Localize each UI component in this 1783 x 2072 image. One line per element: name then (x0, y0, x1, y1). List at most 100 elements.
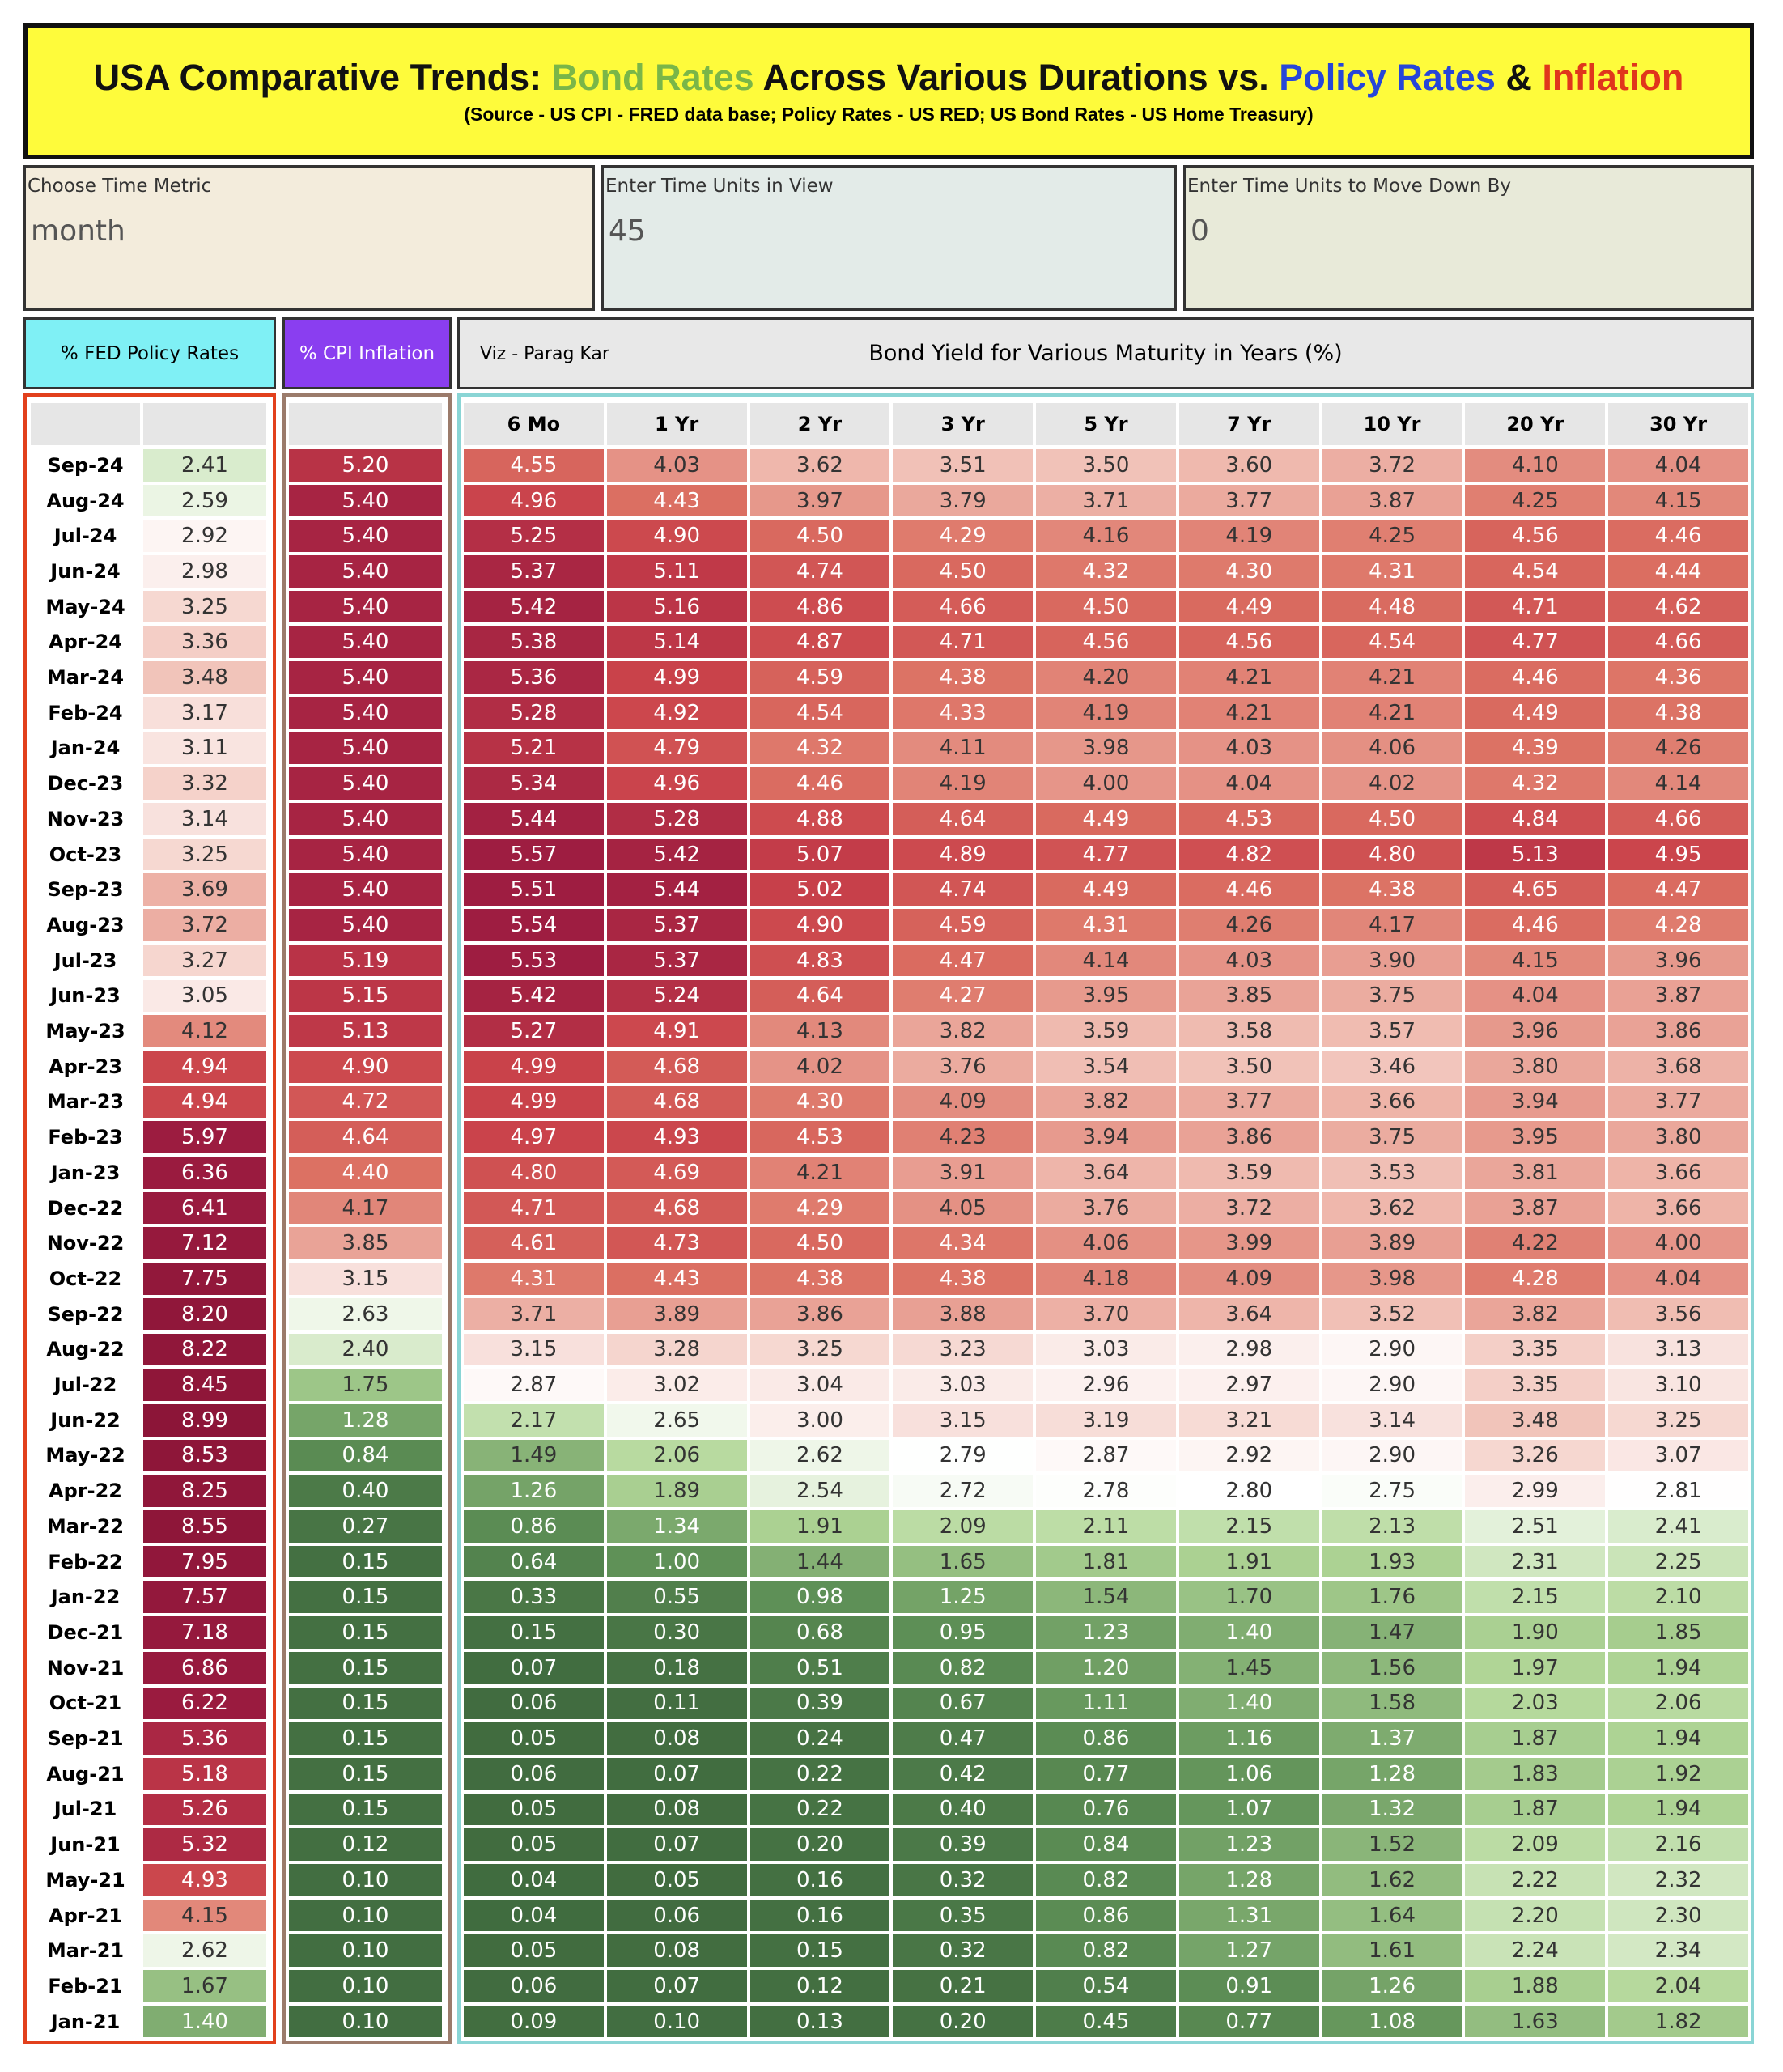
value-cell: 4.04 (1607, 1261, 1750, 1297)
value-cell: 4.28 (1607, 907, 1750, 943)
value-cell: 1.23 (1034, 1615, 1178, 1650)
value-cell: 3.23 (891, 1331, 1035, 1368)
value-cell: 5.40 (287, 518, 444, 554)
value-cell: 2.24 (1463, 1933, 1607, 1969)
date-cell: Nov-21 (29, 1650, 142, 1686)
value-cell: 4.14 (1034, 942, 1178, 979)
control-box[interactable]: Choose Time Metric month (23, 165, 595, 311)
value-cell: 3.79 (891, 482, 1035, 519)
value-cell: 0.86 (462, 1509, 605, 1544)
date-cell: May-22 (29, 1437, 142, 1474)
value-cell: 3.13 (1607, 1331, 1750, 1368)
value-cell: 2.90 (1320, 1331, 1464, 1368)
value-cell: 2.99 (1463, 1473, 1607, 1509)
value-cell: 3.86 (1177, 1119, 1321, 1155)
value-cell: 3.62 (748, 448, 892, 483)
value-cell: 1.75 (287, 1367, 444, 1403)
value-cell: 1.28 (1320, 1756, 1464, 1792)
date-cell: Mar-24 (29, 660, 142, 695)
value-cell: 4.50 (1034, 588, 1178, 625)
value-cell: 4.25 (1463, 482, 1607, 519)
date-cell: Nov-22 (29, 1225, 142, 1262)
value-cell: 2.90 (1320, 1437, 1464, 1474)
value-cell: 2.78 (1034, 1473, 1178, 1509)
value-cell: 3.76 (1034, 1190, 1178, 1226)
value-cell: 1.34 (605, 1509, 749, 1544)
value-cell: 5.42 (462, 588, 605, 625)
control-box[interactable]: Enter Time Units to Move Down By 0 (1183, 165, 1754, 311)
value-cell: 0.76 (1034, 1791, 1178, 1828)
value-cell: 3.25 (1607, 1402, 1750, 1438)
value-cell: 0.32 (891, 1862, 1035, 1898)
value-cell: 4.74 (748, 554, 892, 589)
value-cell: 2.51 (1463, 1509, 1607, 1544)
value-cell: 4.82 (1177, 836, 1321, 873)
value-cell: 6.86 (142, 1650, 268, 1686)
value-cell: 3.94 (1034, 1119, 1178, 1155)
title-part: Policy Rates (1279, 57, 1496, 98)
value-cell: 4.96 (462, 482, 605, 519)
value-cell: 7.12 (142, 1225, 268, 1262)
value-cell: 4.59 (748, 660, 892, 695)
value-cell: 1.94 (1607, 1650, 1750, 1686)
value-cell: 4.89 (891, 836, 1035, 873)
date-cell: Jan-23 (29, 1155, 142, 1191)
value-cell: 4.14 (1607, 766, 1750, 801)
value-cell: 3.66 (1320, 1084, 1464, 1120)
date-cell: Aug-24 (29, 482, 142, 519)
value-cell: 2.98 (1177, 1331, 1321, 1368)
value-cell: 3.87 (1320, 482, 1464, 519)
value-cell: 4.50 (748, 1225, 892, 1262)
value-cell: 4.17 (287, 1190, 444, 1226)
value-cell: 1.85 (1607, 1615, 1750, 1650)
date-cell: Mar-21 (29, 1933, 142, 1969)
date-cell: Sep-23 (29, 872, 142, 908)
value-cell: 4.66 (1607, 801, 1750, 837)
value-cell: 1.64 (1320, 1897, 1464, 1934)
value-cell: 4.47 (891, 942, 1035, 979)
value-cell: 0.09 (462, 2003, 605, 2040)
date-cell: Apr-24 (29, 624, 142, 660)
value-cell: 4.53 (748, 1119, 892, 1155)
value-cell: 3.05 (142, 978, 268, 1014)
value-cell: 2.15 (1463, 1579, 1607, 1616)
value-cell: 4.26 (1177, 907, 1321, 943)
value-cell: 4.05 (891, 1190, 1035, 1226)
value-cell: 1.06 (1177, 1756, 1321, 1792)
control-box[interactable]: Enter Time Units in View 45 (601, 165, 1177, 311)
value-cell: 4.68 (605, 1048, 749, 1085)
value-cell: 4.77 (1034, 836, 1178, 873)
value-cell: 4.09 (1177, 1261, 1321, 1297)
value-cell: 4.38 (1320, 872, 1464, 908)
value-cell: 5.21 (462, 730, 605, 766)
value-cell: 4.27 (891, 978, 1035, 1014)
value-cell: 7.75 (142, 1261, 268, 1297)
header-blank (142, 401, 268, 447)
value-cell: 4.64 (891, 801, 1035, 837)
value-cell: 3.75 (1320, 978, 1464, 1014)
value-cell: 1.00 (605, 1543, 749, 1580)
control-label: Choose Time Metric (28, 176, 212, 197)
value-cell: 3.00 (748, 1402, 892, 1438)
date-cell: May-23 (29, 1013, 142, 1049)
column-header: 6 Mo (462, 401, 605, 447)
date-cell: Nov-23 (29, 801, 142, 837)
value-cell: 2.97 (1177, 1367, 1321, 1403)
value-cell: 3.51 (891, 448, 1035, 483)
control-label: Enter Time Units in View (605, 176, 834, 197)
value-cell: 4.02 (748, 1048, 892, 1085)
value-cell: 4.54 (1320, 624, 1464, 660)
value-cell: 4.38 (1607, 694, 1750, 731)
value-cell: 4.28 (1463, 1261, 1607, 1297)
value-cell: 3.81 (1463, 1155, 1607, 1191)
value-cell: 0.77 (1177, 2003, 1321, 2040)
value-cell: 0.06 (462, 1756, 605, 1792)
value-cell: 3.77 (1607, 1084, 1750, 1120)
value-cell: 1.26 (1320, 1968, 1464, 2004)
value-cell: 0.18 (605, 1650, 749, 1686)
value-cell: 2.16 (1607, 1827, 1750, 1862)
value-cell: 2.06 (1607, 1685, 1750, 1722)
value-cell: 0.22 (748, 1756, 892, 1792)
value-cell: 4.49 (1034, 801, 1178, 837)
value-cell: 2.11 (1034, 1509, 1178, 1544)
